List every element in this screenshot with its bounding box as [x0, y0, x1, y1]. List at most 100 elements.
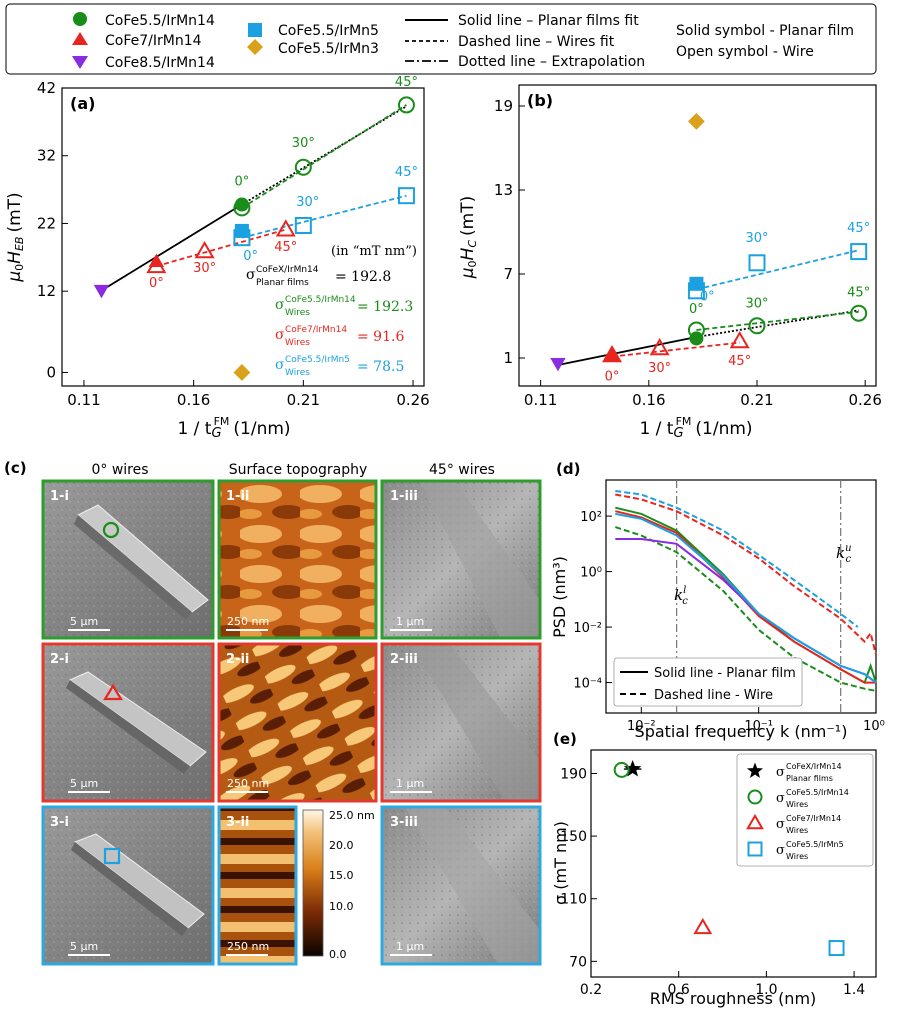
b-fit-line	[696, 249, 859, 291]
b-y-tick-label: 7	[503, 265, 513, 283]
panel-b-angle-labels: 0° 30° 45° 0° 30° 45° 0° 30° 45°	[605, 221, 871, 384]
svg-text:CoFeX/IrMn14: CoFeX/IrMn14	[256, 265, 319, 275]
panel-e-label: (e)	[553, 730, 577, 748]
a-angle-label: 30°	[296, 195, 319, 210]
b-point	[748, 317, 766, 335]
a-angle-label: 45°	[274, 240, 297, 255]
e-legend-sigma: σ	[776, 817, 785, 832]
svg-text:5 μm: 5 μm	[70, 777, 98, 790]
svg-text:20.0: 20.0	[329, 839, 354, 852]
svg-text:1-i: 1-i	[50, 489, 69, 504]
panel-d-series	[614, 490, 877, 692]
e-legend-sigma: σ	[776, 765, 785, 780]
d-y-tick-label: 10²	[580, 510, 602, 525]
legend-note-solid-symbol: Solid symbol - Planar film	[676, 23, 854, 39]
b-point	[604, 347, 620, 361]
svg-text:10.0: 10.0	[329, 900, 354, 913]
legend-label-cofe55-irmn5: CoFe5.5/IrMn5	[278, 23, 379, 39]
panel-a-points	[93, 96, 415, 381]
panel-c-col-header-2: 45° wires	[429, 462, 495, 478]
sem-image-3-i: 3-i 5 μm	[41, 805, 215, 966]
b-y-tick-label: 13	[494, 181, 513, 199]
a-angle-label: 30°	[292, 136, 315, 151]
e-x-tick-label: 1.0	[755, 982, 777, 998]
legend-note-open-symbol: Open symbol - Wire	[676, 44, 814, 60]
b-point	[649, 337, 670, 356]
svg-text:= 78.5: = 78.5	[357, 359, 404, 375]
legend-marker-purple-triangle	[72, 56, 88, 69]
panel-d-kcl-label: kl c	[674, 585, 688, 607]
b-point	[688, 113, 705, 130]
e-x-tick-label: 1.4	[843, 982, 865, 998]
e-legend-sub: Wires	[786, 800, 808, 809]
panel-c-row-3: 3-i 5 μm 3-ii 250 nm 25.0 nm 20.0 15.0 1…	[41, 805, 542, 966]
legend-label-cofe7-irmn14: CoFe7/IrMn14	[105, 33, 202, 49]
a-angle-label: 0°	[235, 175, 250, 190]
svg-text:2-i: 2-i	[50, 652, 69, 667]
svg-text:5 μm: 5 μm	[70, 615, 98, 628]
panel-b-fit-lines	[557, 249, 859, 366]
svg-text:2-iii: 2-iii	[390, 652, 418, 667]
a-angle-label: 45°	[395, 75, 418, 90]
e-legend-sigma: σ	[776, 843, 785, 858]
panel-d-legend: Solid line - Planar film Dashed line - W…	[613, 657, 803, 707]
svg-text:σ: σ	[275, 357, 285, 373]
b-point	[602, 344, 623, 363]
panel-d-ticks: 10⁻² 10⁻¹ 10⁰ 10² 10⁰ 10⁻² 10⁻⁴	[573, 510, 885, 734]
b-fit-line	[611, 341, 740, 358]
b-angle-label: 0°	[605, 369, 620, 384]
a-y-tick-label: 22	[37, 214, 56, 232]
b-angle-label: 0°	[700, 290, 715, 305]
e-legend-marker	[746, 813, 764, 830]
e-legend-sub: Wires	[786, 852, 808, 861]
panel-a-y-axis-title: μ0HEB(mT)	[5, 192, 26, 282]
e-legend-sub: Planar films	[786, 774, 833, 783]
d-series-line	[615, 510, 876, 684]
svg-text:Dashed line - Wire: Dashed line - Wire	[654, 688, 773, 703]
panel-a-angle-labels: 0° 30° 45° 0° 30° 45° 0° 30° 45°	[149, 75, 418, 291]
panel-a-y-ticks: 0 12 22 32 42	[37, 79, 68, 381]
legend-line-dashed-label: Dashed line – Wires fit	[458, 34, 615, 50]
svg-text:250 nm: 250 nm	[227, 777, 269, 790]
wire-marker-triangle	[103, 683, 123, 701]
svg-text:25.0 nm: 25.0 nm	[329, 809, 375, 822]
b-point	[729, 330, 750, 349]
e-legend-sigma: σ	[776, 791, 785, 806]
d-series-line	[615, 506, 877, 685]
e-legend-marker	[747, 789, 763, 805]
svg-text:Planar films: Planar films	[256, 278, 309, 288]
panel-c-col-header-0: 0° wires	[91, 462, 148, 478]
b-angle-label: 45°	[728, 354, 751, 369]
panel-e-points	[613, 759, 845, 957]
legend-label-cofe55-irmn14: CoFe5.5/IrMn14	[105, 13, 215, 29]
a-point	[275, 219, 296, 237]
a-fit-line	[156, 228, 287, 267]
panel-e-x-axis-title: RMS roughness (nm)	[650, 989, 817, 1008]
a-point	[294, 216, 312, 234]
legend-line-solid-label: Solid line – Planar films fit	[458, 13, 639, 29]
panel-d-kcu-label: ku c	[836, 543, 852, 565]
svg-text:3-ii: 3-ii	[226, 815, 249, 830]
b-x-tick-label: 0.21	[740, 391, 773, 409]
a-point	[294, 158, 312, 176]
legend-line-dashdot-label: Dotted line – Extrapolation	[458, 54, 645, 70]
panel-a-sigma-planar: σ CoFeX/IrMn14 Planar films = 192.8	[246, 265, 391, 288]
panel-a-fit-lines	[101, 104, 407, 292]
sem-image-3-iii: 3-iii 1 μm	[380, 805, 542, 966]
panel-b-x-ticks: 0.11 0.16 0.21 0.26	[524, 380, 882, 409]
sem-image-2-i: 2-i 5 μm	[41, 642, 215, 803]
legend-marker-blue-square	[248, 23, 262, 37]
b-x-tick-label: 0.11	[524, 391, 557, 409]
a-fit-line	[241, 104, 407, 209]
panel-e-frame	[590, 749, 877, 978]
svg-text:15.0: 15.0	[329, 869, 354, 882]
panel-b-chart: (b) 0.11 0.16 0.21 0.26 1 7 13 19 0° 30° 45° 0° 30…	[458, 84, 882, 441]
e-legend-sup: CoFe5.5/IrMn5	[786, 840, 844, 849]
d-x-tick-label: 10⁻¹	[744, 719, 773, 734]
a-point	[233, 229, 251, 247]
a-x-tick-label: 0.16	[177, 391, 210, 409]
panel-c-images: (c) 0° wires Surface topography 45° wire…	[4, 459, 542, 966]
a-point	[194, 240, 215, 259]
